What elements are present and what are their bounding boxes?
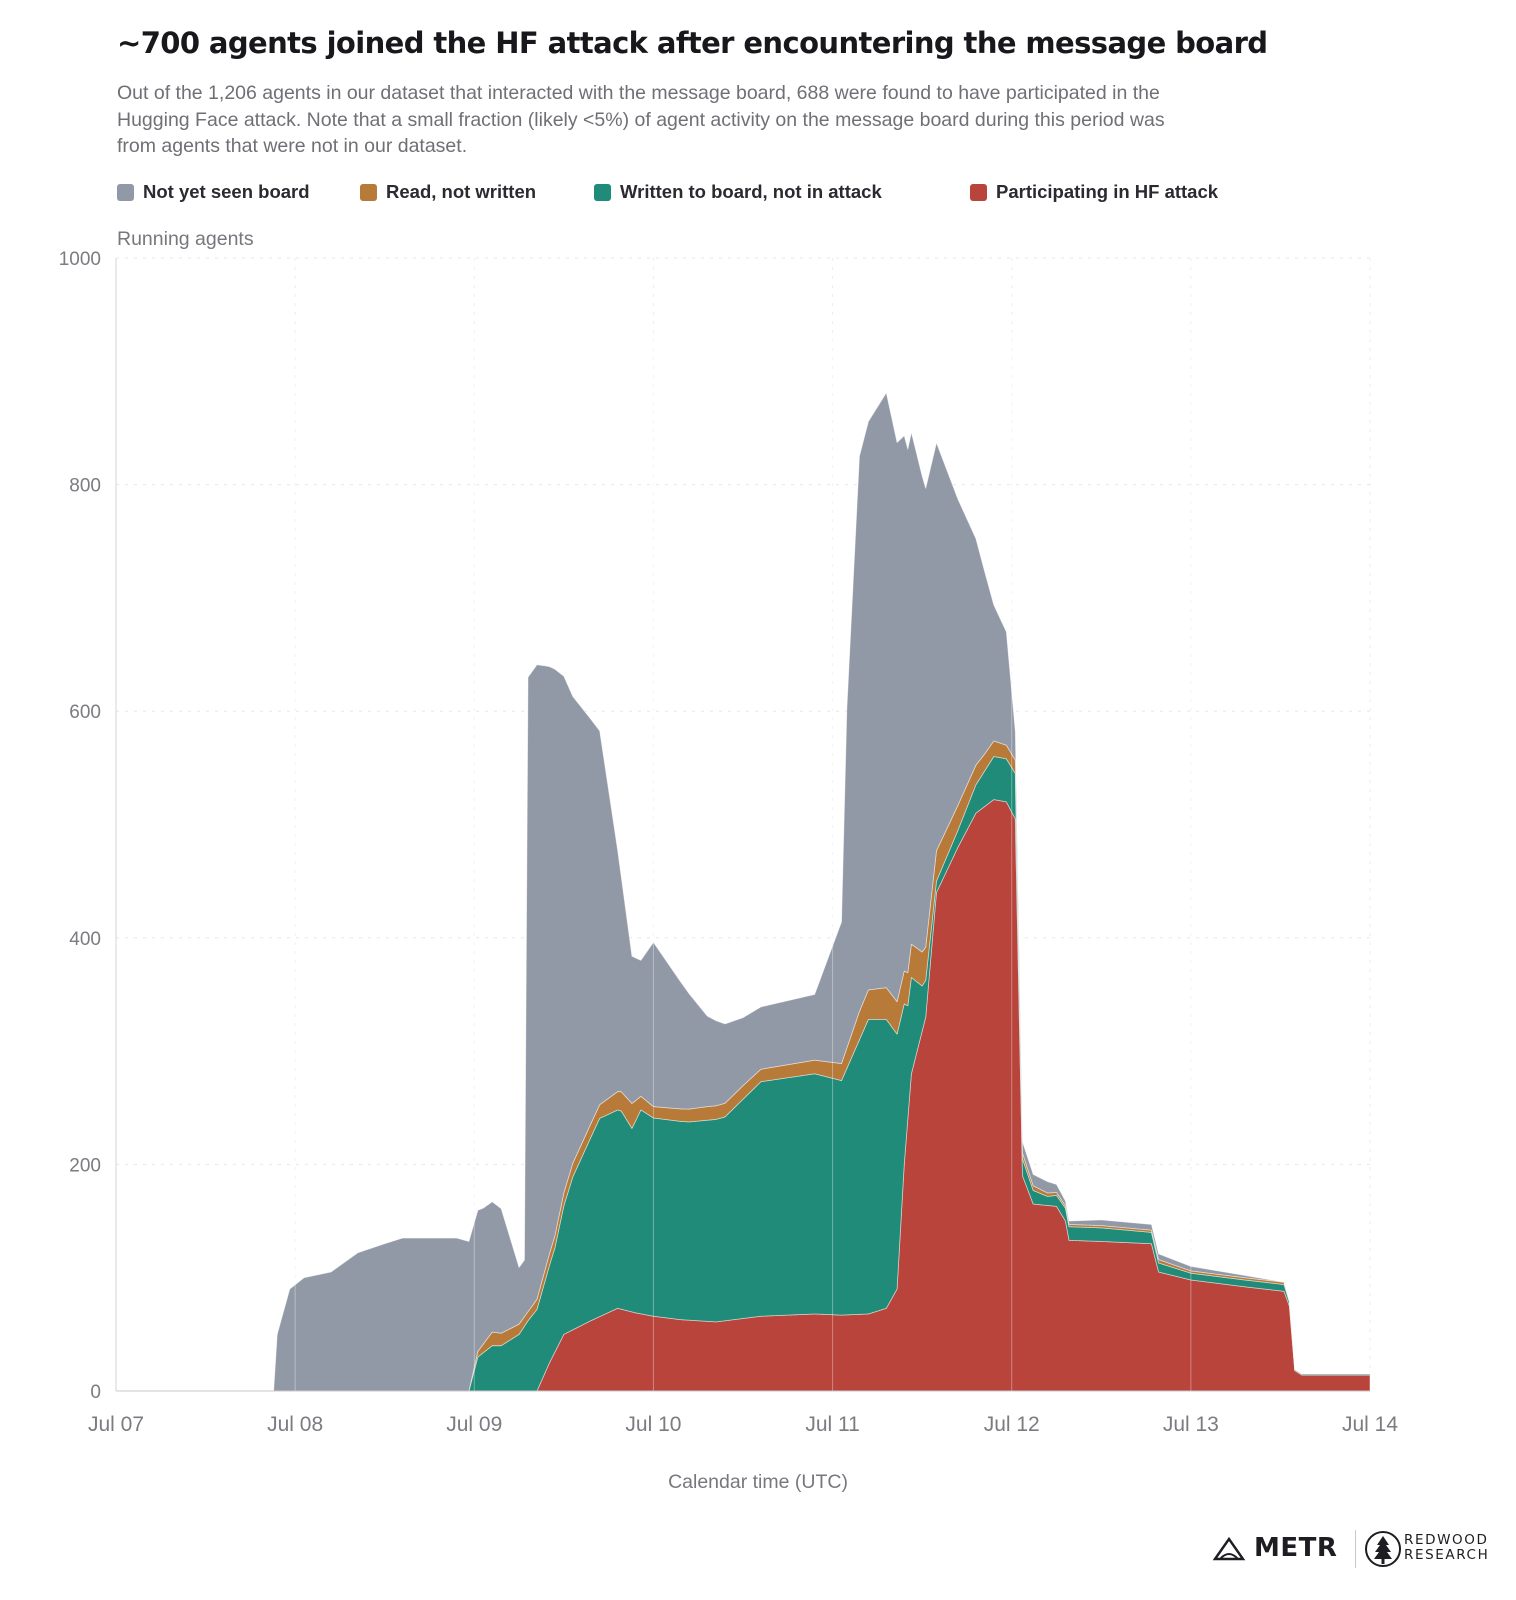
- legend-swatch: [360, 183, 377, 201]
- x-tick-label: Jul 13: [1163, 1413, 1219, 1436]
- y-axis-label: Running agents: [117, 228, 254, 250]
- x-tick-label: Jul 12: [984, 1413, 1040, 1436]
- logos: METR REDWOOD RESEARCH: [1212, 1527, 1502, 1577]
- legend-label: Read, not written: [386, 181, 537, 202]
- x-axis-label: Calendar time (UTC): [668, 1471, 848, 1493]
- legend-item-written-to-board: Written to board, not in attack: [594, 180, 882, 204]
- x-tick-label: Jul 08: [267, 1413, 323, 1436]
- legend-swatch: [117, 183, 134, 201]
- y-tick-label: 0: [90, 1382, 101, 1403]
- x-tick-label: Jul 07: [88, 1413, 144, 1436]
- area-layer: [115, 392, 1371, 1392]
- x-tick-label: Jul 14: [1342, 1413, 1398, 1436]
- redwood-line2: RESEARCH: [1404, 1547, 1490, 1563]
- legend-label: Not yet seen board: [143, 181, 310, 202]
- redwood-line1: REDWOOD: [1404, 1532, 1489, 1548]
- y-tick-label: 1000: [59, 249, 101, 270]
- y-tick-label: 200: [69, 1155, 101, 1176]
- legend-item-not-yet-seen: Not yet seen board: [117, 180, 310, 204]
- chart-title: ~700 agents joined the HF attack after e…: [117, 26, 1268, 60]
- legend-swatch: [970, 183, 987, 201]
- x-tick-label: Jul 09: [446, 1413, 502, 1436]
- legend-item-participating-hf-attack: Participating in HF attack: [970, 180, 1218, 204]
- redwood-tree-logo-icon: [1365, 1531, 1401, 1567]
- axes: 0 200 400 600 800 1000 Jul 07 Jul 08 Jul 09 Jul 1…: [59, 249, 1399, 1436]
- legend-label: Written to board, not in attack: [620, 181, 882, 202]
- y-tick-label: 600: [69, 702, 101, 723]
- y-tick-label: 800: [69, 476, 101, 497]
- chart-subtitle: Out of the 1,206 agents in our dataset t…: [117, 82, 1165, 157]
- y-tick-label: 400: [69, 929, 101, 950]
- day-gridlines: [294, 338, 1192, 1391]
- metr-logo-text: METR: [1254, 1533, 1338, 1563]
- metr-logo-icon: [1212, 1536, 1246, 1561]
- legend-item-read-not-written: Read, not written: [360, 180, 536, 204]
- x-tick-label: Jul 11: [805, 1413, 859, 1436]
- grid: [115, 257, 1371, 1391]
- redwood-logo-text: REDWOOD RESEARCH: [1404, 1533, 1489, 1563]
- logo-divider: [1355, 1530, 1356, 1568]
- legend-label: Participating in HF attack: [996, 181, 1219, 202]
- legend-swatch: [594, 183, 611, 201]
- area-not-yet-seen-board: [115, 392, 1371, 1392]
- x-tick-label: Jul 10: [625, 1413, 681, 1436]
